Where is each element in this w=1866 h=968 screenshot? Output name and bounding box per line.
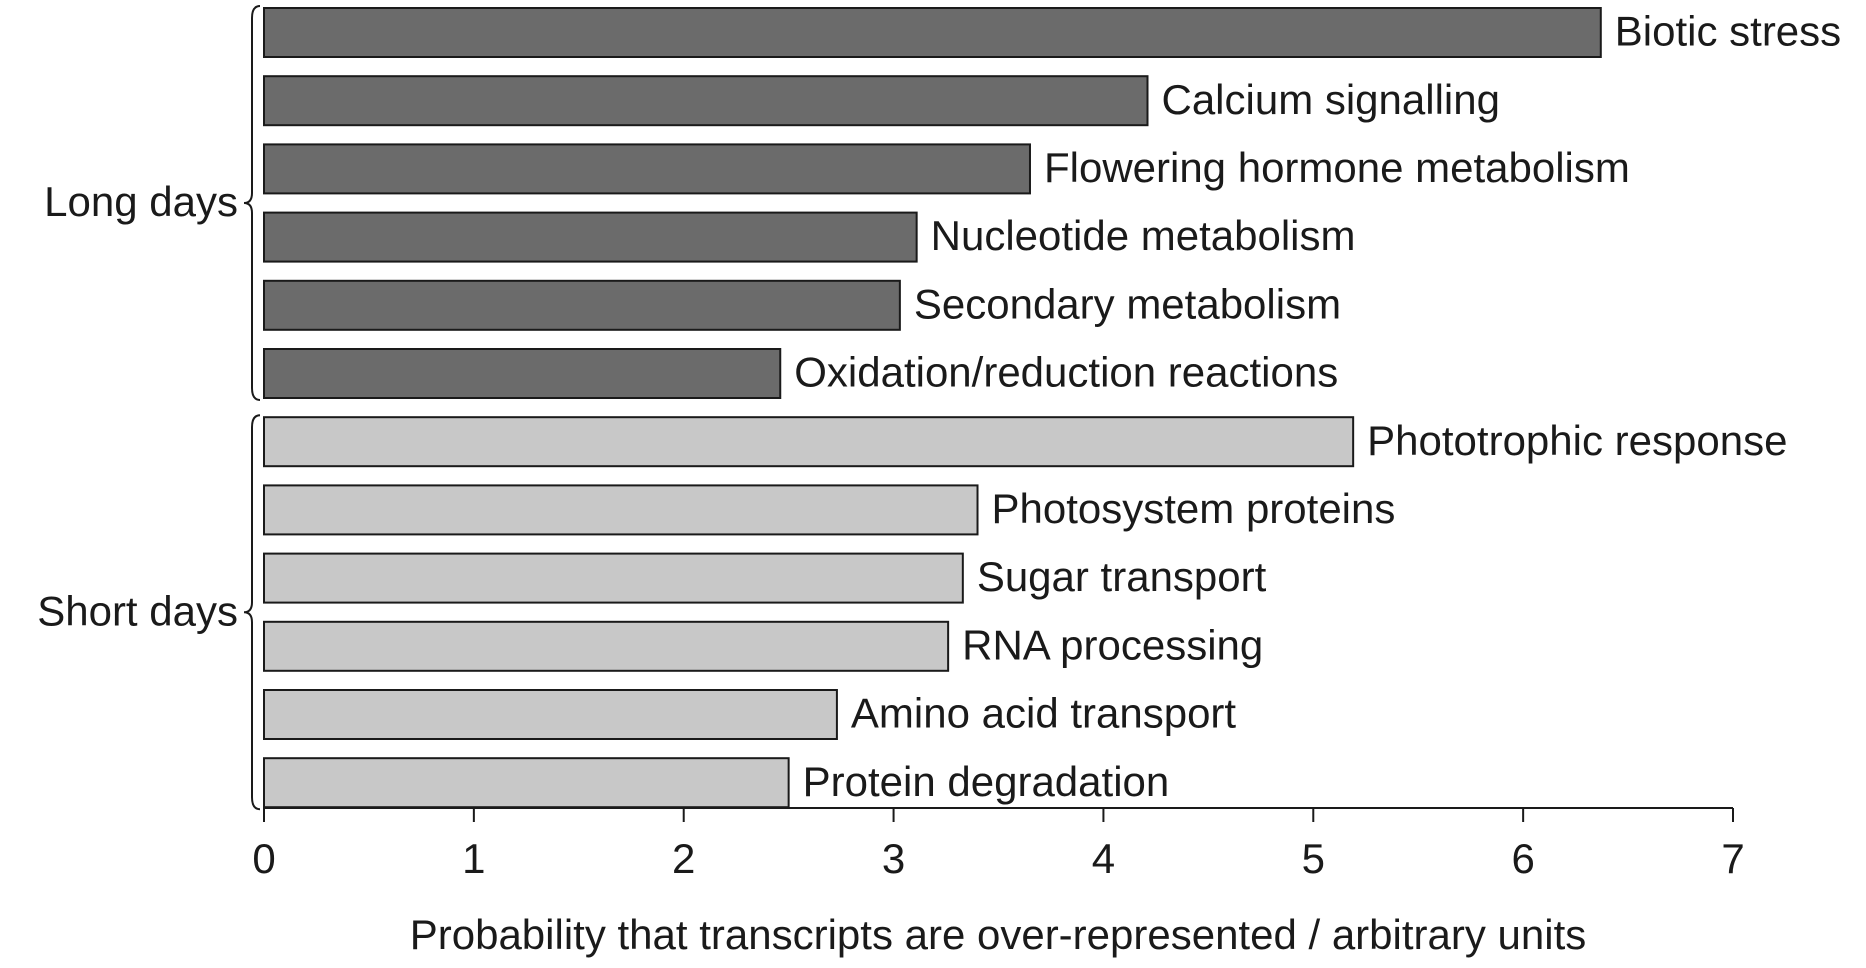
bar-label: Oxidation/reduction reactions (794, 349, 1338, 396)
x-tick-label: 0 (252, 835, 275, 882)
bar (263, 75, 1149, 127)
x-tick-label: 6 (1511, 835, 1534, 882)
bar (263, 211, 918, 263)
bar (263, 552, 964, 604)
x-tick-label: 4 (1092, 835, 1115, 882)
bar (263, 416, 1355, 468)
group-brace (243, 414, 261, 811)
bar (263, 757, 790, 809)
x-axis-title: Probability that transcripts are over-re… (410, 911, 1587, 958)
group-brace (243, 5, 261, 401)
bar (263, 279, 901, 331)
bar (263, 620, 950, 672)
bar-label: Protein degradation (803, 758, 1170, 805)
bar-label: Nucleotide metabolism (931, 212, 1356, 259)
bar (263, 7, 1602, 58)
group-label: Long days (44, 178, 238, 225)
bar-label: Calcium signalling (1161, 76, 1499, 123)
bar-label: Flowering hormone metabolism (1044, 144, 1630, 191)
bar-label: Amino acid transport (851, 690, 1237, 737)
bar (263, 348, 782, 399)
bar-label: Sugar transport (977, 553, 1267, 600)
x-tick-label: 1 (462, 835, 485, 882)
x-tick-label: 2 (672, 835, 695, 882)
bar-label: RNA processing (962, 621, 1263, 668)
x-tick-label: 7 (1721, 835, 1744, 882)
bar (263, 484, 979, 536)
group-label: Short days (37, 587, 238, 634)
bar (263, 143, 1031, 195)
x-tick-label: 3 (882, 835, 905, 882)
bar (263, 689, 838, 740)
bar-label: Secondary metabolism (914, 280, 1341, 327)
x-tick-label: 5 (1302, 835, 1325, 882)
bar-label: Biotic stress (1615, 8, 1841, 55)
bar-label: Phototrophic response (1367, 417, 1787, 464)
bar-label: Photosystem proteins (992, 485, 1396, 532)
